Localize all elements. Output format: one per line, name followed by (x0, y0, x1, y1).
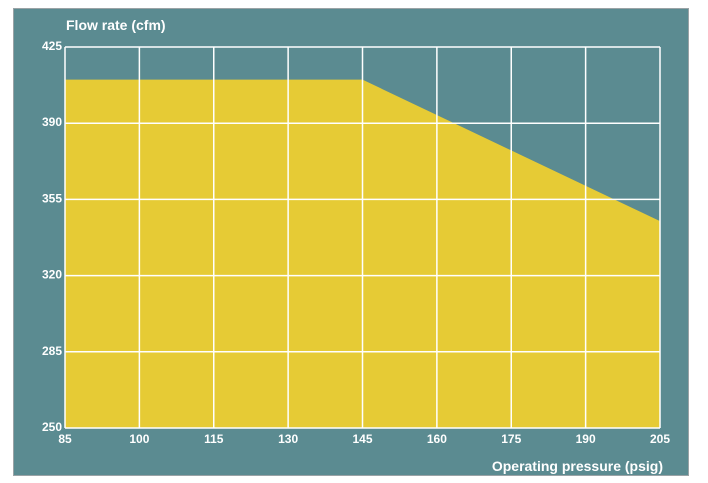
x-tick-label: 100 (129, 432, 149, 446)
x-tick-label: 160 (427, 432, 447, 446)
y-axis-label: Flow rate (cfm) (66, 17, 166, 33)
x-axis-label: Operating pressure (psig) (492, 458, 663, 474)
y-tick-label: 390 (42, 115, 62, 129)
y-tick-label: 285 (42, 344, 62, 358)
y-tick-label: 250 (42, 420, 62, 434)
y-tick-label: 425 (42, 39, 62, 53)
x-tick-label: 190 (576, 432, 596, 446)
x-tick-label: 175 (501, 432, 521, 446)
y-tick-label: 320 (42, 268, 62, 282)
y-tick-label: 355 (42, 191, 62, 205)
x-tick-label: 130 (278, 432, 298, 446)
x-tick-label: 85 (58, 432, 72, 446)
x-tick-label: 115 (204, 432, 224, 446)
x-tick-label: 145 (352, 432, 372, 446)
x-tick-label: 205 (650, 432, 670, 446)
